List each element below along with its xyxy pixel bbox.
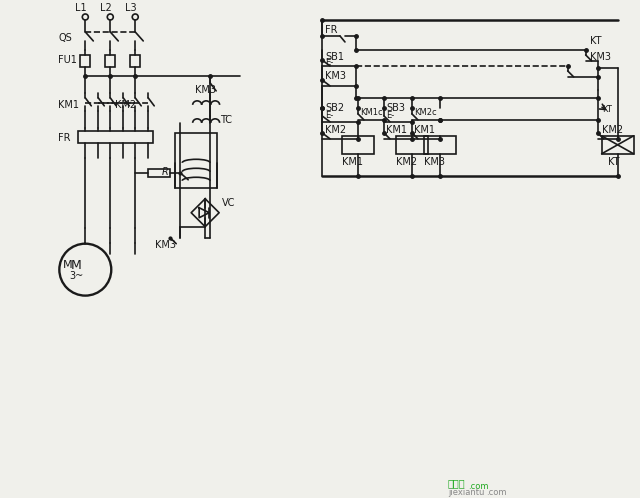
- Text: SB1: SB1: [325, 52, 344, 62]
- Text: KM2c: KM2c: [414, 109, 436, 118]
- Text: M: M: [71, 259, 82, 272]
- Text: 3~: 3~: [69, 270, 83, 281]
- Text: FU1: FU1: [58, 55, 77, 65]
- Text: SB3: SB3: [386, 103, 405, 113]
- Text: L1: L1: [76, 3, 87, 13]
- Text: FR: FR: [325, 25, 337, 35]
- Text: KM3: KM3: [195, 85, 216, 95]
- Text: KT: KT: [602, 106, 611, 115]
- Text: KT: KT: [589, 36, 601, 46]
- Text: KM2: KM2: [115, 100, 136, 110]
- Bar: [602, 136, 634, 154]
- Text: KM2: KM2: [396, 157, 417, 167]
- Text: KT: KT: [607, 157, 619, 167]
- Text: KM1c: KM1c: [360, 109, 383, 118]
- Text: KM2: KM2: [602, 125, 623, 135]
- Text: FR: FR: [58, 133, 71, 143]
- Text: M: M: [63, 259, 73, 269]
- Text: KM2: KM2: [325, 125, 346, 135]
- Bar: [148, 169, 170, 177]
- Bar: [80, 55, 90, 67]
- Bar: [396, 136, 428, 154]
- Text: KM3: KM3: [424, 157, 445, 167]
- Text: 接线图: 接线图: [448, 479, 465, 489]
- Text: E-: E-: [325, 58, 333, 67]
- Text: L3: L3: [125, 3, 137, 13]
- Bar: [424, 136, 456, 154]
- Text: R: R: [162, 167, 169, 177]
- Text: KM3: KM3: [589, 52, 611, 62]
- Text: KM3: KM3: [325, 71, 346, 81]
- Bar: [106, 55, 115, 67]
- Bar: [131, 55, 140, 67]
- Text: SB2: SB2: [325, 103, 344, 113]
- Text: KM1: KM1: [414, 125, 435, 135]
- Text: KM1: KM1: [342, 157, 363, 167]
- Text: .com: .com: [468, 482, 488, 491]
- Text: .com: .com: [486, 488, 506, 497]
- Bar: [342, 136, 374, 154]
- Bar: [175, 133, 217, 188]
- Text: KM1: KM1: [386, 125, 407, 135]
- Text: jiexiantu: jiexiantu: [448, 488, 484, 497]
- Text: QS: QS: [58, 33, 72, 43]
- Text: TC: TC: [220, 115, 232, 125]
- Bar: [78, 131, 153, 143]
- Text: VC: VC: [222, 198, 236, 208]
- Text: E-: E-: [386, 112, 394, 121]
- Text: E-: E-: [325, 112, 333, 121]
- Text: KM1: KM1: [58, 100, 79, 110]
- Text: L2: L2: [100, 3, 112, 13]
- Text: KM3: KM3: [156, 240, 176, 249]
